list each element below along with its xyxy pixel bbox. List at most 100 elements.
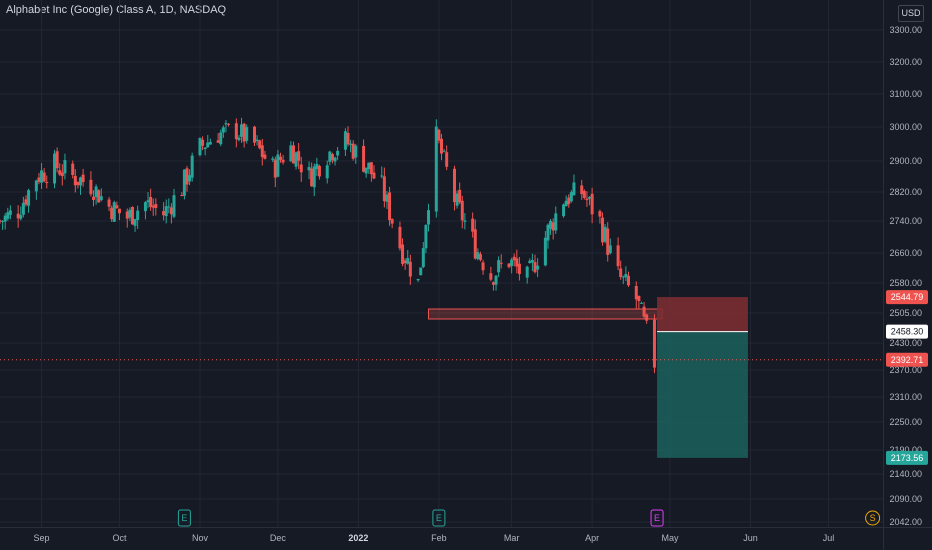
candle-body xyxy=(567,197,571,205)
candle-body xyxy=(551,222,555,231)
candle-body xyxy=(388,192,392,221)
candle-body xyxy=(491,282,495,285)
candle-body xyxy=(71,163,75,176)
currency-button[interactable]: USD xyxy=(898,5,924,22)
candle-body xyxy=(343,131,347,150)
candle-body xyxy=(510,259,514,266)
candle-body xyxy=(333,157,337,162)
candle-body xyxy=(330,154,334,161)
candle-body xyxy=(494,275,498,285)
candle-body xyxy=(91,196,95,200)
candle-body xyxy=(582,190,586,198)
candle-body xyxy=(408,261,412,277)
x-tick-label: Feb xyxy=(431,533,447,543)
candle-body xyxy=(517,263,521,274)
candle-body xyxy=(1,220,5,222)
upcoming-earnings-icon[interactable] xyxy=(650,509,664,527)
candle-body xyxy=(227,123,231,125)
candle-body xyxy=(89,179,93,195)
y-tick-label: 2740.00 xyxy=(889,216,922,226)
candle-body xyxy=(549,220,553,229)
y-tick-label: 3100.00 xyxy=(889,89,922,99)
candle-body xyxy=(16,213,20,219)
candle-body xyxy=(294,152,298,167)
candle-body xyxy=(55,151,59,169)
candle-body xyxy=(234,123,238,140)
candle-body xyxy=(606,228,610,255)
candle-body xyxy=(336,150,340,156)
candle-body xyxy=(608,245,612,254)
dividend-icon[interactable] xyxy=(865,510,881,526)
support-zone[interactable] xyxy=(428,308,663,320)
candle-body xyxy=(203,147,207,150)
position-stop-zone[interactable] xyxy=(657,297,748,332)
earnings-icon[interactable] xyxy=(177,509,191,527)
candle-body xyxy=(569,192,573,202)
candle-body xyxy=(99,196,103,201)
y-tick-label: 2660.00 xyxy=(889,248,922,258)
candle-body xyxy=(27,190,31,206)
time-axis-border xyxy=(0,527,932,528)
candle-body xyxy=(601,217,605,243)
candle-body xyxy=(37,177,41,182)
price-label-box xyxy=(886,290,928,305)
y-tick-label: 2580.00 xyxy=(889,278,922,288)
candle-body xyxy=(263,154,267,159)
event-label: E xyxy=(436,513,442,523)
candle-body xyxy=(416,278,420,281)
candle-body xyxy=(616,245,620,267)
candle-body xyxy=(219,132,223,145)
candle-body xyxy=(253,126,257,143)
candle-body xyxy=(580,185,584,195)
candle-body xyxy=(258,140,262,149)
candle-body xyxy=(442,150,446,152)
candle-body xyxy=(460,200,464,221)
candle-body xyxy=(237,137,241,141)
candle-body xyxy=(307,167,311,171)
x-tick-label: Mar xyxy=(504,533,520,543)
candle-body xyxy=(478,254,482,260)
y-tick-label: 2505.00 xyxy=(889,308,922,318)
candle-body xyxy=(291,145,295,164)
price-label: 2544.79 xyxy=(891,292,924,302)
candle-body xyxy=(167,206,171,208)
candle-body xyxy=(564,200,568,207)
candle-body xyxy=(3,215,7,222)
candle-body xyxy=(198,138,202,156)
y-tick-label: 2042.00 xyxy=(889,517,922,527)
y-tick-label: 2090.00 xyxy=(889,494,922,504)
position-target-zone[interactable] xyxy=(657,331,748,458)
candle-body xyxy=(6,212,10,219)
candle-body xyxy=(221,127,225,133)
candle-body xyxy=(172,195,176,217)
candle-body xyxy=(626,275,630,286)
candle-body xyxy=(530,259,534,263)
earnings-icon[interactable] xyxy=(432,509,446,527)
price-label-box xyxy=(886,324,928,339)
y-tick-label: 2250.00 xyxy=(889,417,922,427)
candle-body xyxy=(169,207,173,215)
candle-body xyxy=(281,159,285,163)
candle-body xyxy=(206,142,210,148)
candle-body xyxy=(440,138,443,154)
candle-body xyxy=(63,160,67,174)
candle-body xyxy=(60,172,64,177)
candle-body xyxy=(437,129,441,141)
candle-body xyxy=(58,170,62,175)
candle-body xyxy=(367,162,371,170)
candle-body xyxy=(151,205,155,208)
candle-body xyxy=(434,126,438,212)
candle-body xyxy=(398,226,402,249)
candle-body xyxy=(372,172,376,179)
candle-body xyxy=(278,156,282,160)
candle-body xyxy=(421,248,425,268)
price-axis-border xyxy=(883,0,884,550)
candle-body xyxy=(21,202,25,215)
candle-body xyxy=(128,209,132,218)
candle-body xyxy=(427,210,431,225)
candle-body xyxy=(652,319,656,368)
candle-body xyxy=(385,194,389,202)
candle-body xyxy=(79,177,83,186)
